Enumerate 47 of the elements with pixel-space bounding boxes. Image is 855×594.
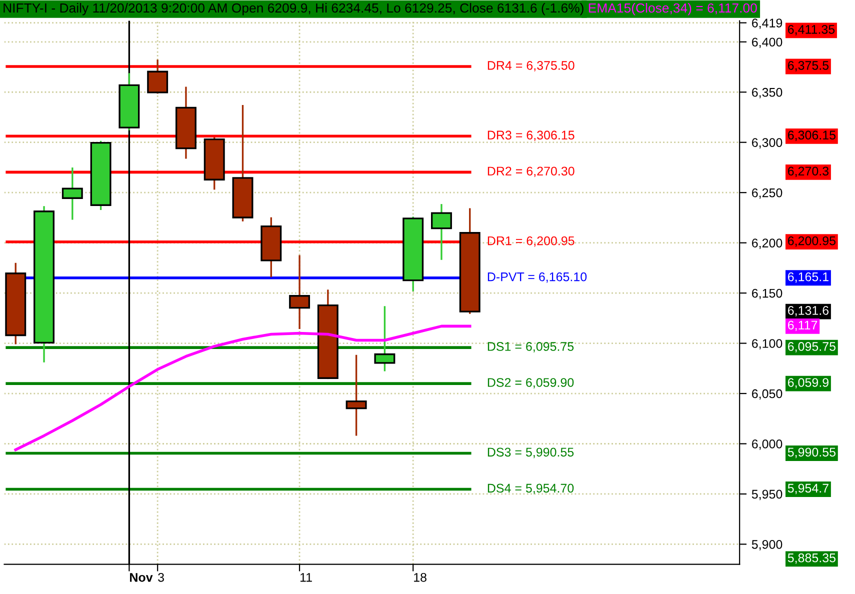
text: EMA15(Close,34) = 6,117.00 (588, 2, 757, 16)
candlestick (147, 58, 168, 94)
text: 6,059.9 (788, 378, 828, 388)
text: 6,375.5 (788, 61, 829, 72)
ref-line-label: DR1 = 6,200.95 (488, 236, 574, 247)
text: 6,117 (788, 320, 818, 332)
ref-line-label: DS2 = 6,059.90 (488, 378, 574, 388)
y-tick-label: 6,150 (752, 288, 782, 300)
text: 6,411.35 (788, 24, 835, 36)
ref-line-label: DR4 = 6,375.50 (488, 61, 574, 72)
y-tick-label: 6,400 (752, 38, 782, 48)
y-tick-label: 6,100 (752, 339, 782, 350)
candlestick (62, 166, 83, 221)
y-tick-label: 5,900 (752, 540, 782, 550)
ref-line-label: DR3 = 6,306.15 (488, 130, 574, 142)
line-series (14, 324, 472, 452)
text: 6,270.3 (788, 166, 829, 178)
y-tick-label: 6,300 (752, 138, 782, 148)
x-tick-label: 11 (300, 573, 312, 582)
y-tick-label: 5,950 (752, 490, 782, 500)
ref-line-label: DS1 = 6,095.75 (488, 342, 574, 352)
x-tick-label: 18 (414, 572, 426, 582)
y-tick-label: 6,350 (752, 88, 782, 98)
x-tick-label: 3 (158, 572, 164, 582)
y-tick-label: 6,050 (752, 389, 782, 400)
ref-line-label: DR2 = 6,270.30 (488, 166, 574, 178)
text: 5,990.55 (788, 448, 836, 458)
x-tick-label: Nov (130, 573, 153, 582)
chart-title: NIFTY-I - Daily 11/20/2013 9:20:00 AM Open 6209.9, Hi 6234.45, Lo 6129.25, Close 6131.6 (-1.6%) (4, 2, 584, 16)
candlestick (289, 254, 310, 330)
ref-line-label: D-PVT = 6,165.10 (488, 272, 587, 283)
text: 6,165.1 (788, 272, 828, 283)
ref-line-label: DS3 = 5,990.55 (488, 448, 574, 458)
candlestick (430, 203, 452, 261)
y-tick-label: 6,250 (752, 188, 782, 199)
text: 6,095.75 (788, 342, 836, 352)
text: 6,306.15 (788, 130, 836, 142)
y-tick-label: 6,200 (752, 238, 782, 249)
ref-line-label: DS4 = 5,954.70 (488, 484, 574, 494)
y-tick-label: 6,000 (752, 440, 782, 450)
text: 5,885.35 (788, 553, 836, 564)
text: 6,200.95 (788, 236, 836, 247)
candlestick (346, 354, 367, 437)
candlestick (374, 305, 396, 372)
text: 5,954.7 (788, 484, 828, 494)
y-tick-label: 6,419 (752, 18, 782, 29)
text: 6,131.6 (788, 306, 829, 316)
